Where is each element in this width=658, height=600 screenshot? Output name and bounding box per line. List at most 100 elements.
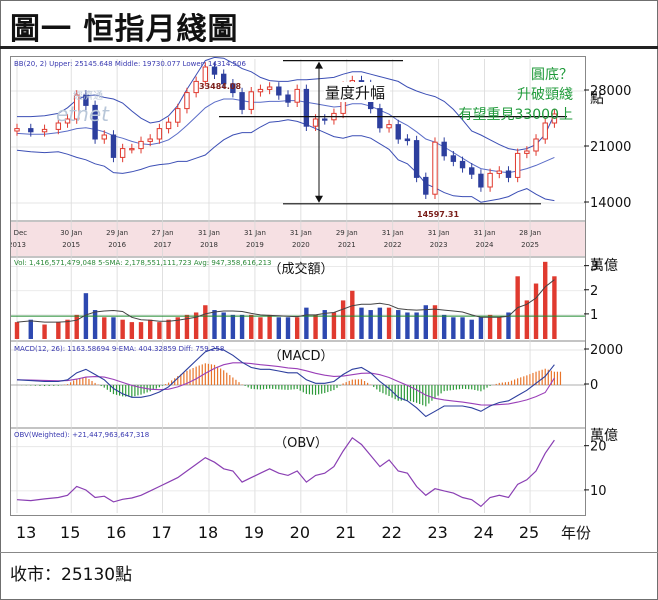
volume-bar (451, 317, 456, 339)
volume-bar (533, 283, 539, 339)
candle-body (165, 121, 172, 130)
candle-body (469, 167, 475, 175)
date-tick-label: 2019 (246, 241, 264, 249)
date-tick-label: 2025 (521, 241, 539, 249)
volume-bar (184, 314, 190, 339)
volume-bar (148, 319, 153, 339)
date-tick-label: 31 Jan (244, 229, 266, 237)
year-axis-label: 17 (151, 523, 171, 542)
volume-axis-label: 3 (590, 260, 598, 275)
macd-line (16, 347, 555, 418)
measure-label-bg (324, 82, 390, 102)
volume-bar (552, 276, 557, 339)
volume-unit-label: 萬億 (590, 258, 618, 274)
volume-bar (175, 317, 180, 339)
volume-bar (276, 317, 282, 339)
candle-body (487, 172, 493, 188)
candle-body (239, 92, 245, 110)
candle-body (395, 124, 401, 140)
volume-bar (386, 307, 392, 339)
volume-bar (359, 307, 364, 339)
year-axis-suffix: 年份 (561, 524, 591, 542)
candle-body (129, 148, 135, 151)
date-tick-label: 2017 (154, 241, 172, 249)
candle-body (386, 124, 392, 129)
volume-bar (396, 310, 401, 339)
candle-body (514, 152, 521, 178)
candle-body (266, 86, 273, 90)
price-axis-label: 21000 (590, 140, 631, 155)
volume-bar (28, 319, 33, 339)
candle-body (524, 150, 530, 154)
closing-price: 收市：25130點 (10, 565, 133, 585)
date-tick-label: 30 Jan (60, 229, 82, 237)
candle-body (257, 88, 264, 93)
date-tick-label: 2022 (384, 241, 402, 249)
candle-body (64, 118, 71, 124)
candle-body (74, 94, 80, 120)
candle-body (184, 92, 190, 110)
volume-bar (313, 314, 318, 339)
date-tick-label: 2016 (108, 241, 126, 249)
volume-bar (157, 322, 162, 339)
candle-body (285, 94, 291, 103)
volume-bar (56, 322, 61, 339)
volume-bar (92, 310, 98, 339)
candle-body (147, 138, 153, 142)
year-axis-label: 15 (60, 523, 80, 542)
price-axis-label: 28000 (590, 84, 631, 99)
year-axis-label: 22 (382, 523, 402, 542)
candle-body (119, 148, 126, 158)
year-axis-label: 24 (473, 523, 493, 542)
right-axis-svg: 點 14000 21000 28000 萬億 1 2 3 0 2000 萬億 10 20 (584, 84, 631, 499)
date-tick-label: 2021 (338, 241, 356, 249)
candle-body (450, 155, 457, 162)
candle-body (175, 108, 181, 123)
candle-body (441, 141, 447, 157)
candle-body (505, 170, 512, 178)
year-axis-label: 19 (244, 523, 264, 542)
obv-legend: OBV(Weighted): +21,447,963,647,318 (14, 431, 149, 439)
candle-body (55, 122, 62, 130)
candle-body (413, 140, 420, 178)
candle-body (404, 138, 411, 142)
volume-bar (249, 314, 254, 339)
volume-bar (203, 305, 208, 339)
volume-bar (212, 310, 217, 339)
volume-bar (304, 307, 309, 339)
date-tick-label: 2024 (476, 241, 494, 249)
volume-bar (460, 317, 465, 339)
volume-bar (497, 317, 502, 339)
candle-body (202, 66, 209, 82)
volume-label: （成交額） (268, 261, 333, 277)
date-tick-label: 2018 (200, 241, 218, 249)
date-tick-label: 31 Jan (382, 229, 404, 237)
macd-signal-line (16, 362, 555, 406)
volume-bar (524, 300, 530, 339)
volume-bar (432, 305, 438, 339)
macd-label: （MACD） (269, 349, 334, 364)
candle-body (220, 73, 227, 85)
obv-line (16, 436, 555, 508)
price-unit-label: 點 (590, 91, 604, 107)
volume-bar (285, 317, 291, 339)
volume-axis-label: 1 (590, 308, 598, 323)
bb-lower-line (16, 119, 555, 203)
volume-bar (405, 312, 410, 339)
date-tick-label: 1 Dec (11, 229, 27, 237)
volume-bar (441, 314, 447, 339)
candle-body (193, 80, 199, 94)
volume-bar (138, 322, 144, 339)
volume-bar (230, 314, 236, 339)
macd-axis-label: 0 (590, 378, 598, 393)
volume-bar (239, 314, 245, 339)
volume-sma-line (16, 279, 555, 323)
obv-axis-label: 10 (590, 484, 607, 499)
date-tick-label: 31 Jan (290, 229, 312, 237)
year-axis: 13 15 16 17 18 19 20 21 22 23 24 25 年份 (16, 523, 591, 542)
date-tick-label: 31 Jan (428, 229, 450, 237)
volume-bar (294, 317, 300, 339)
candle-body (248, 91, 254, 110)
volume-bar (102, 317, 107, 339)
